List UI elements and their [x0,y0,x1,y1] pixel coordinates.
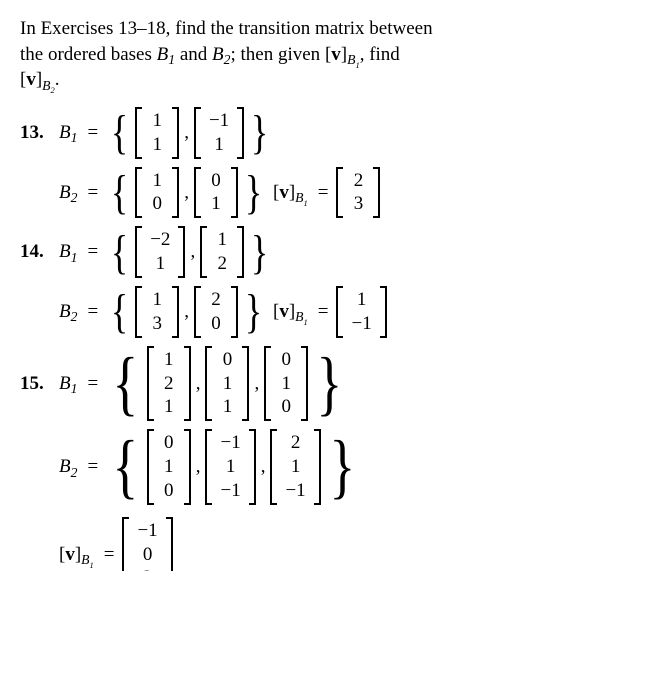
matrix: 13 [135,286,179,338]
exercise-14-line1: 14. B1 = { −21 , 12 } [20,226,638,278]
matrix: 121 [147,346,191,422]
left-brace-icon: { [110,290,130,333]
exercise-15-line3: [v]B1 = −102 [20,513,638,571]
v-b1-notation: [v]B1 [325,44,360,65]
exercise-13-line2: B2 = { 10 , 01 } [v]B1 = 23 [20,167,638,219]
instructions: In Exercises 13–18, find the transition … [20,16,638,93]
matrix: 21−1 [270,429,320,505]
exercise-number: 14. [20,239,58,265]
instructions-line1: In Exercises 13–18, find the transition … [20,16,638,42]
exercise-15-line1: 15. B1 = { 121 , 011 , 010 } [20,346,638,422]
matrix: 12 [200,226,244,278]
matrix: 01 [194,167,238,219]
matrix: −102 [122,517,172,571]
instructions-line3: [v]B2. [20,67,638,93]
exercise-13-line1: 13. B1 = { 11 , −11 } [20,107,638,159]
left-brace-icon: { [111,353,140,414]
text: . [55,69,60,90]
text: the ordered bases [20,44,157,65]
basis-b1: B1 [157,44,175,65]
text: ; then given [230,44,324,65]
matrix: 011 [205,346,249,422]
equation: B2 = { 010 , −11−1 , 21−1 } [58,429,363,505]
matrix: 20 [194,286,238,338]
matrix: 11 [135,107,179,159]
right-brace-icon: } [250,111,270,154]
matrix: 1−1 [336,286,386,338]
matrix: 23 [336,167,380,219]
matrix: −11−1 [205,429,255,505]
text: and [175,44,212,65]
equation: B1 = { −21 , 12 } [58,226,275,278]
right-brace-icon: } [315,353,344,414]
left-brace-icon: { [110,231,130,274]
right-brace-icon: } [243,290,263,333]
matrix: 10 [135,167,179,219]
equation: B2 = { 13 , 20 } [v]B1 = 1−1 [58,286,389,338]
equation: B1 = { 11 , −11 } [58,107,275,159]
matrix: 010 [264,346,308,422]
equation: B2 = { 10 , 01 } [v]B1 = 23 [58,167,382,219]
equation: B1 = { 121 , 011 , 010 } [58,346,351,422]
left-brace-icon: { [110,111,130,154]
right-brace-icon: } [327,436,356,497]
left-brace-icon: { [110,171,130,214]
equation: [v]B1 = −102 [58,517,175,571]
v-b2-notation: [v]B2 [20,69,55,90]
exercise-number: 13. [20,120,58,146]
instructions-line2: the ordered bases B1 and B2; then given … [20,42,638,68]
right-brace-icon: } [243,171,263,214]
exercise-14-line2: B2 = { 13 , 20 } [v]B1 = 1−1 [20,286,638,338]
exercise-number: 15. [20,371,58,397]
basis-b2: B2 [212,44,230,65]
right-brace-icon: } [250,231,270,274]
matrix: 010 [147,429,191,505]
exercise-15-line2: B2 = { 010 , −11−1 , 21−1 } [20,429,638,505]
left-brace-icon: { [111,436,140,497]
text: , find [360,44,400,65]
matrix: −11 [194,107,244,159]
matrix: −21 [135,226,185,278]
